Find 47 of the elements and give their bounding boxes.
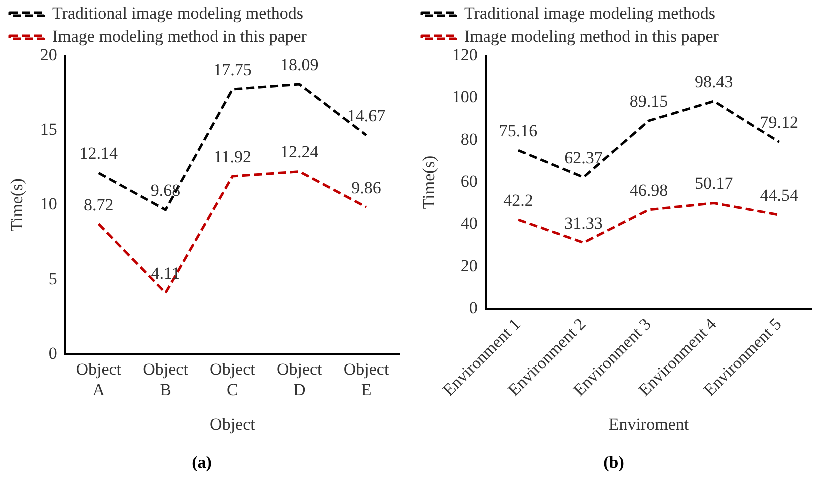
data-label: 9.68 [150,180,181,200]
x-tick-label: Object B [143,360,189,400]
data-label: 8.72 [84,195,114,214]
data-label: 31.33 [564,214,603,233]
y-tick-label: 15 [40,120,58,140]
legend-label: Image modeling method in this paper [464,26,720,46]
x-tick-label: Object E [344,360,390,400]
data-label: 44.54 [760,186,800,206]
y-tick-label: 20 [460,256,478,276]
y-tick-label: 80 [460,130,478,149]
y-axis-title: Time(s) [420,156,439,210]
legend-label: Image modeling method in this paper [52,26,308,46]
x-tick-label: Object C [210,360,256,400]
y-axis-title: Time(s) [8,178,27,232]
text: (a) [192,453,212,472]
data-label: 12.14 [80,144,118,164]
data-label: 98.43 [695,72,734,92]
data-label: 9.86 [352,178,382,198]
data-label: 18.09 [280,55,319,74]
y-tick-label: 100 [452,88,478,107]
y-tick-label: 10 [40,194,58,214]
x-tick-label: Object D [276,360,323,400]
data-label: 62.37 [564,148,604,168]
data-label: 89.15 [630,92,668,112]
legend-label: Traditional image modeling methods [464,4,716,23]
data-label: 75.16 [499,122,538,141]
y-tick-label: 60 [460,172,478,191]
y-tick-label: 0 [48,344,58,363]
data-label: 79.12 [760,113,799,132]
x-axis-title: Enviroment [608,414,690,434]
text: (b) [604,453,624,472]
x-axis-title: Object [210,414,256,434]
data-label: 4.11 [151,264,180,284]
data-label: 12.24 [280,142,320,162]
data-label: 42.2 [504,190,534,210]
y-tick-label: 20 [40,45,58,64]
y-tick-label: 40 [460,214,478,234]
data-label: 17.75 [214,60,252,80]
data-label: 14.67 [347,106,386,126]
data-label: 46.98 [630,180,668,200]
y-tick-label: 0 [469,298,478,318]
legend-label: Traditional image modeling methods [52,4,304,23]
y-tick-label: 5 [48,269,58,288]
y-tick-label: 120 [452,45,478,64]
x-tick-label: Object A [76,360,122,400]
data-label: 50.17 [695,174,734,194]
data-label: 11.92 [214,148,252,167]
